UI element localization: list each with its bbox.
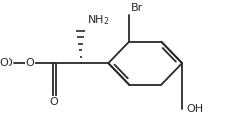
Text: O: O — [26, 58, 34, 68]
Text: Br: Br — [131, 3, 143, 13]
Text: O: O — [3, 58, 12, 68]
Text: O: O — [50, 97, 58, 107]
Text: O: O — [0, 58, 8, 68]
Text: NH$_2$: NH$_2$ — [87, 13, 109, 27]
Text: OH: OH — [186, 104, 203, 114]
